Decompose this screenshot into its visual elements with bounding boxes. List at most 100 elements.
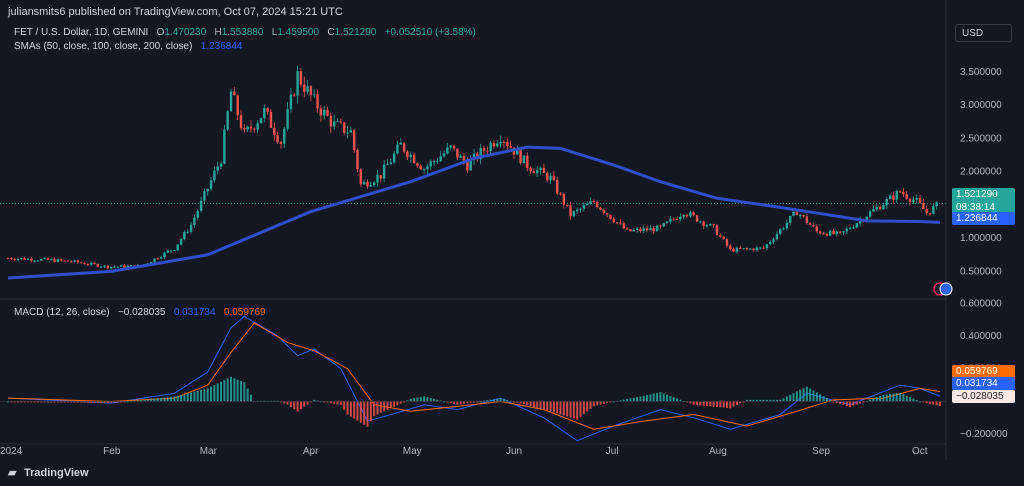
- candle-body: [60, 259, 63, 261]
- candle-body: [805, 216, 809, 223]
- sma-legend: SMAs (50, close, 100, close, 200, close)…: [14, 41, 242, 52]
- candle-body: [479, 148, 482, 160]
- candle-body: [452, 145, 456, 149]
- macd-histogram-bar: [226, 378, 229, 402]
- macd-histogram-bar: [190, 392, 193, 402]
- candle-body: [416, 163, 419, 166]
- macd-histogram-bar: [852, 401, 855, 406]
- macd-histogram-bar: [582, 401, 585, 415]
- macd-histogram-bar: [612, 401, 615, 403]
- macd-histogram-bar: [426, 397, 429, 402]
- candle-body: [123, 265, 126, 268]
- macd-histogram-bar: [113, 401, 116, 403]
- macd-histogram-bar: [662, 393, 665, 402]
- close-value: 1.521290: [334, 27, 377, 38]
- candle-body: [885, 198, 888, 206]
- candle-body: [303, 84, 306, 92]
- macd-histogram-bar: [210, 386, 213, 402]
- candle-body: [246, 126, 249, 130]
- candle-body: [546, 172, 549, 181]
- candle-body: [629, 229, 632, 232]
- candle-body: [176, 244, 179, 251]
- macd-histogram-bar: [100, 401, 103, 403]
- candle-body: [868, 211, 872, 217]
- macd-histogram-bar: [669, 395, 672, 402]
- macd-histogram-bar: [855, 401, 858, 405]
- candle-body: [539, 167, 542, 171]
- macd-histogram-bar: [456, 401, 459, 405]
- flag-icon: [939, 282, 953, 296]
- macd-histogram-bar: [429, 397, 432, 402]
- candle-body: [279, 142, 283, 144]
- macd-histogram-bar: [423, 396, 426, 402]
- time-tick-label: Sep: [812, 446, 830, 457]
- macd-histogram-bar: [26, 401, 29, 403]
- macd-histogram-bar: [805, 386, 808, 402]
- price-tick-label: 1.000000: [960, 233, 1002, 244]
- candle-body: [715, 225, 719, 236]
- macd-histogram-bar: [842, 401, 845, 405]
- candle-body: [595, 201, 599, 208]
- candle-body: [762, 247, 765, 249]
- macd-histogram-bar: [815, 392, 818, 402]
- macd-histogram-bar: [699, 401, 702, 406]
- candle-body: [529, 168, 532, 172]
- candle-body: [635, 228, 639, 231]
- candle-body: [206, 188, 209, 192]
- macd-histogram-bar: [396, 401, 399, 406]
- candle-body: [685, 215, 689, 217]
- macd-histogram-bar: [249, 394, 252, 402]
- macd-histogram-bar: [146, 399, 149, 402]
- macd-histogram-bar: [170, 396, 173, 402]
- macd-histogram-bar: [353, 401, 356, 419]
- sma-label: SMAs (50, close, 100, close, 200, close): [14, 41, 193, 52]
- macd-histogram-bar: [66, 401, 69, 403]
- macd-histogram-bar: [702, 401, 705, 406]
- macd-histogram-bar: [16, 401, 19, 403]
- candle-body: [352, 130, 356, 150]
- macd-histogram-bar: [123, 401, 126, 403]
- candle-body: [40, 259, 43, 261]
- time-tick-label: Jul: [606, 446, 619, 457]
- macd-histogram-bar: [466, 401, 469, 404]
- candle-body: [749, 248, 752, 250]
- candle-body: [13, 259, 16, 261]
- candle-body: [825, 233, 829, 236]
- macd-histogram-bar: [50, 401, 53, 403]
- candle-body: [159, 257, 163, 259]
- candle-body: [506, 142, 509, 146]
- candle-body: [572, 211, 576, 217]
- macd-histogram-bar: [166, 397, 169, 402]
- high-label: H: [214, 27, 222, 38]
- macd-histogram-bar: [859, 401, 862, 404]
- candle-body: [100, 266, 103, 268]
- macd-signal-value: 0.059769: [223, 307, 266, 318]
- candle-body: [615, 222, 619, 224]
- candle-body: [106, 265, 110, 269]
- candle-body: [316, 94, 319, 109]
- candle-body: [406, 151, 409, 158]
- macd-histogram-bar: [473, 401, 475, 403]
- candle-body: [566, 204, 569, 206]
- macd-histogram-bar: [90, 401, 93, 403]
- candle-body: [858, 219, 862, 224]
- macd-histogram-bar: [519, 401, 522, 404]
- low-value: 1.459500: [277, 27, 320, 38]
- tradingview-logo[interactable]: ▰ TradingView: [8, 466, 89, 479]
- currency-button[interactable]: USD: [955, 24, 1012, 42]
- change-value: +0.052510 (+3.58%): [384, 27, 476, 38]
- candle-body: [499, 141, 502, 144]
- macd-histogram-bar: [895, 393, 898, 402]
- candle-body: [695, 215, 699, 222]
- candle-body: [556, 179, 559, 194]
- macd-histogram-bar: [569, 401, 572, 418]
- macd-histogram-bar: [40, 401, 43, 403]
- macd-histogram-bar: [676, 398, 679, 402]
- candle-body: [356, 149, 359, 170]
- macd-histogram-bar: [932, 401, 935, 405]
- candle-body: [812, 224, 815, 227]
- macd-histogram-bar: [656, 392, 659, 402]
- macd-histogram-bar: [196, 390, 199, 402]
- macd-histogram-bar: [499, 398, 502, 402]
